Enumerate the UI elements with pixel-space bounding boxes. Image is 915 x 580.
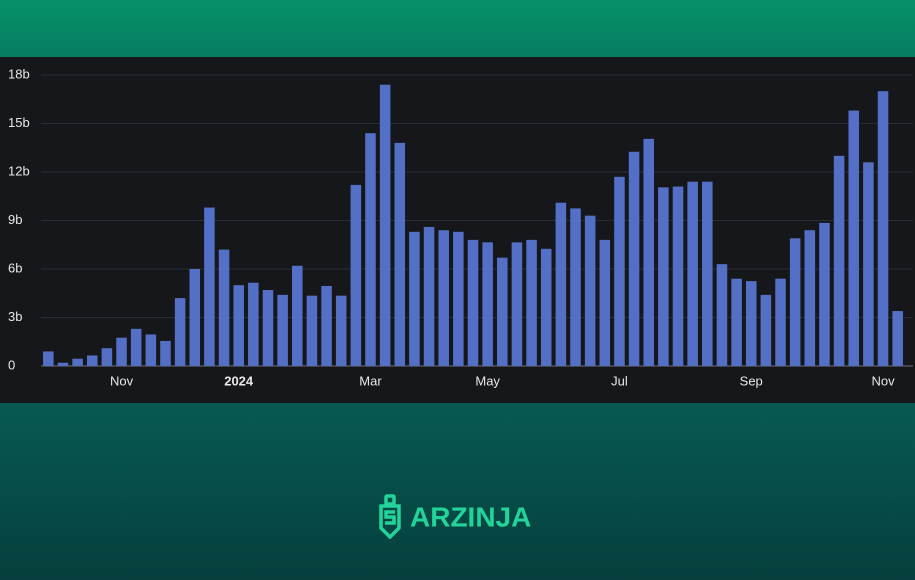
y-tick-label: 9b — [8, 212, 22, 227]
bar — [467, 239, 479, 366]
bar — [145, 334, 157, 366]
x-tick-label: Sep — [740, 373, 763, 388]
y-tick-label: 3b — [8, 309, 22, 324]
bar — [394, 142, 406, 366]
bar — [57, 362, 69, 366]
bar — [687, 181, 698, 366]
bar — [804, 230, 816, 366]
bar — [511, 242, 523, 366]
bar — [570, 208, 581, 366]
x-tick-label: May — [475, 373, 500, 388]
bar — [702, 181, 713, 366]
bar — [731, 278, 742, 366]
bar — [863, 162, 874, 366]
y-tick-label: 18b — [8, 66, 30, 81]
bar — [233, 285, 244, 366]
footer-band — [0, 403, 915, 580]
bar — [833, 155, 845, 366]
bar — [526, 239, 537, 366]
bar — [775, 278, 786, 366]
bar — [555, 202, 567, 366]
bar — [218, 249, 230, 366]
y-tick-label: 6b — [8, 260, 22, 275]
bar — [174, 298, 186, 366]
bar — [760, 294, 772, 366]
bar — [848, 110, 860, 366]
bar — [160, 340, 171, 366]
y-tick-label: 15b — [8, 115, 30, 130]
x-tick-label: Nov — [871, 373, 895, 388]
bar — [86, 355, 98, 366]
logo-icon — [379, 494, 401, 540]
bar — [248, 282, 259, 366]
bar — [306, 295, 318, 366]
bar — [643, 138, 655, 366]
bar — [584, 215, 596, 366]
bar — [321, 285, 332, 366]
bar — [189, 269, 201, 366]
bar — [335, 295, 347, 366]
bar — [291, 265, 303, 366]
bar — [438, 230, 449, 366]
bar — [716, 264, 728, 366]
chart: 0 3b 6b 9b 12b 15b 18b Nov 2024 Mar May Jul Sep Nov — [0, 57, 915, 403]
y-tick-label: 12b — [8, 163, 30, 178]
x-tick-label: 2024 — [224, 373, 254, 388]
bar — [789, 238, 801, 366]
bar — [350, 184, 362, 366]
bar — [101, 348, 113, 366]
bar — [204, 207, 215, 366]
bar — [379, 84, 391, 366]
header-band — [0, 0, 915, 57]
bar — [658, 187, 669, 366]
bar — [72, 358, 83, 366]
x-tick-label: Jul — [611, 373, 628, 388]
bar — [409, 231, 420, 366]
brand-logo: ARZINJA — [379, 494, 531, 540]
bar — [892, 311, 903, 366]
bar — [482, 242, 493, 366]
y-tick-label: 0 — [8, 357, 15, 372]
bar — [116, 337, 127, 366]
bar — [819, 222, 830, 366]
x-tick-label: Mar — [359, 373, 382, 388]
bar — [365, 133, 376, 366]
bar — [877, 91, 889, 366]
bar — [599, 239, 611, 366]
bar — [497, 257, 508, 366]
bar — [423, 226, 435, 366]
brand-name: ARZINJA — [410, 501, 531, 532]
bar — [540, 248, 552, 366]
bar — [453, 231, 464, 366]
x-tick-label: Nov — [110, 373, 134, 388]
bar — [130, 328, 142, 366]
bar — [262, 290, 274, 366]
bar — [43, 351, 54, 366]
bar — [628, 151, 640, 366]
bar — [672, 186, 684, 366]
bar — [614, 176, 625, 366]
bar — [745, 281, 757, 366]
bar — [277, 294, 288, 366]
